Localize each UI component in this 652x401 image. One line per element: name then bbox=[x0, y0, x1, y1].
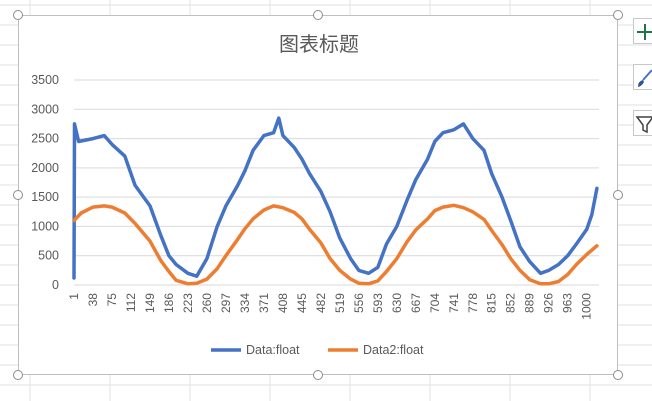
x-tick-label: 852 bbox=[504, 293, 518, 313]
resize-handle-top-right[interactable] bbox=[613, 10, 623, 20]
chart-filters-button[interactable] bbox=[633, 110, 652, 136]
x-tick-label: 186 bbox=[162, 293, 176, 313]
legend-entry-1[interactable]: Data:float bbox=[246, 343, 300, 357]
x-tick-label: 1 bbox=[67, 293, 81, 300]
y-tick-label: 1000 bbox=[31, 219, 59, 233]
y-tick-label: 3500 bbox=[31, 73, 59, 87]
x-tick-label: 38 bbox=[86, 293, 100, 307]
y-tick-label: 2000 bbox=[31, 161, 59, 175]
x-tick-label: 223 bbox=[181, 293, 195, 313]
y-tick-label: 3000 bbox=[31, 102, 59, 116]
x-tick-label: 297 bbox=[219, 293, 233, 313]
line-chart: 图表标题 0 500 1000 1500 2000 2500 3000 3500 1 38 75 1… bbox=[31, 33, 599, 357]
x-tick-label: 408 bbox=[276, 293, 290, 313]
x-tick-label: 445 bbox=[295, 293, 309, 313]
y-tick-label: 2500 bbox=[31, 132, 59, 146]
legend-entry-2[interactable]: Data2:float bbox=[363, 343, 424, 357]
x-tick-label: 741 bbox=[447, 293, 461, 313]
funnel-icon bbox=[635, 116, 652, 134]
y-tick-label: 0 bbox=[52, 278, 59, 292]
chart-elements-button[interactable] bbox=[633, 18, 652, 44]
x-tick-label: 963 bbox=[561, 293, 575, 313]
y-tick-label: 500 bbox=[38, 249, 59, 263]
x-tick-label: 667 bbox=[409, 293, 423, 313]
series-line-2[interactable] bbox=[72, 203, 599, 286]
x-tick-label: 149 bbox=[143, 293, 157, 313]
x-tick-label: 334 bbox=[238, 293, 252, 313]
chart-title[interactable]: 图表标题 bbox=[279, 33, 359, 56]
resize-handle-bottom-center[interactable] bbox=[313, 370, 323, 380]
x-tick-label: 704 bbox=[428, 293, 442, 313]
x-tick-label: 371 bbox=[257, 293, 271, 313]
x-tick-label: 260 bbox=[200, 293, 214, 313]
x-tick-label: 778 bbox=[466, 293, 480, 313]
resize-handle-top-left[interactable] bbox=[13, 10, 23, 20]
plus-icon bbox=[637, 24, 652, 40]
x-tick-label: 1000 bbox=[580, 293, 594, 320]
resize-handle-bottom-right[interactable] bbox=[613, 370, 623, 380]
y-tick-label: 1500 bbox=[31, 190, 59, 204]
resize-handle-middle-right[interactable] bbox=[613, 190, 623, 200]
x-tick-label: 75 bbox=[105, 293, 119, 307]
brush-icon bbox=[638, 69, 652, 87]
x-tick-label: 482 bbox=[314, 293, 328, 313]
x-tick-label: 815 bbox=[485, 293, 499, 313]
x-tick-label: 630 bbox=[390, 293, 404, 313]
series-line-1[interactable] bbox=[72, 116, 599, 280]
resize-handle-middle-left[interactable] bbox=[13, 190, 23, 200]
x-tick-label: 112 bbox=[124, 293, 138, 312]
resize-handle-bottom-left[interactable] bbox=[13, 370, 23, 380]
chart-area[interactable]: 图表标题 0 500 1000 1500 2000 2500 3000 3500 1 38 75 1… bbox=[18, 15, 618, 375]
x-tick-label: 889 bbox=[523, 293, 537, 313]
x-tick-label: 556 bbox=[352, 293, 366, 313]
x-tick-label: 926 bbox=[542, 293, 556, 313]
x-tick-label: 593 bbox=[371, 293, 385, 313]
chart-styles-button[interactable] bbox=[633, 64, 652, 90]
x-tick-label: 519 bbox=[333, 293, 347, 313]
resize-handle-top-center[interactable] bbox=[313, 10, 323, 20]
